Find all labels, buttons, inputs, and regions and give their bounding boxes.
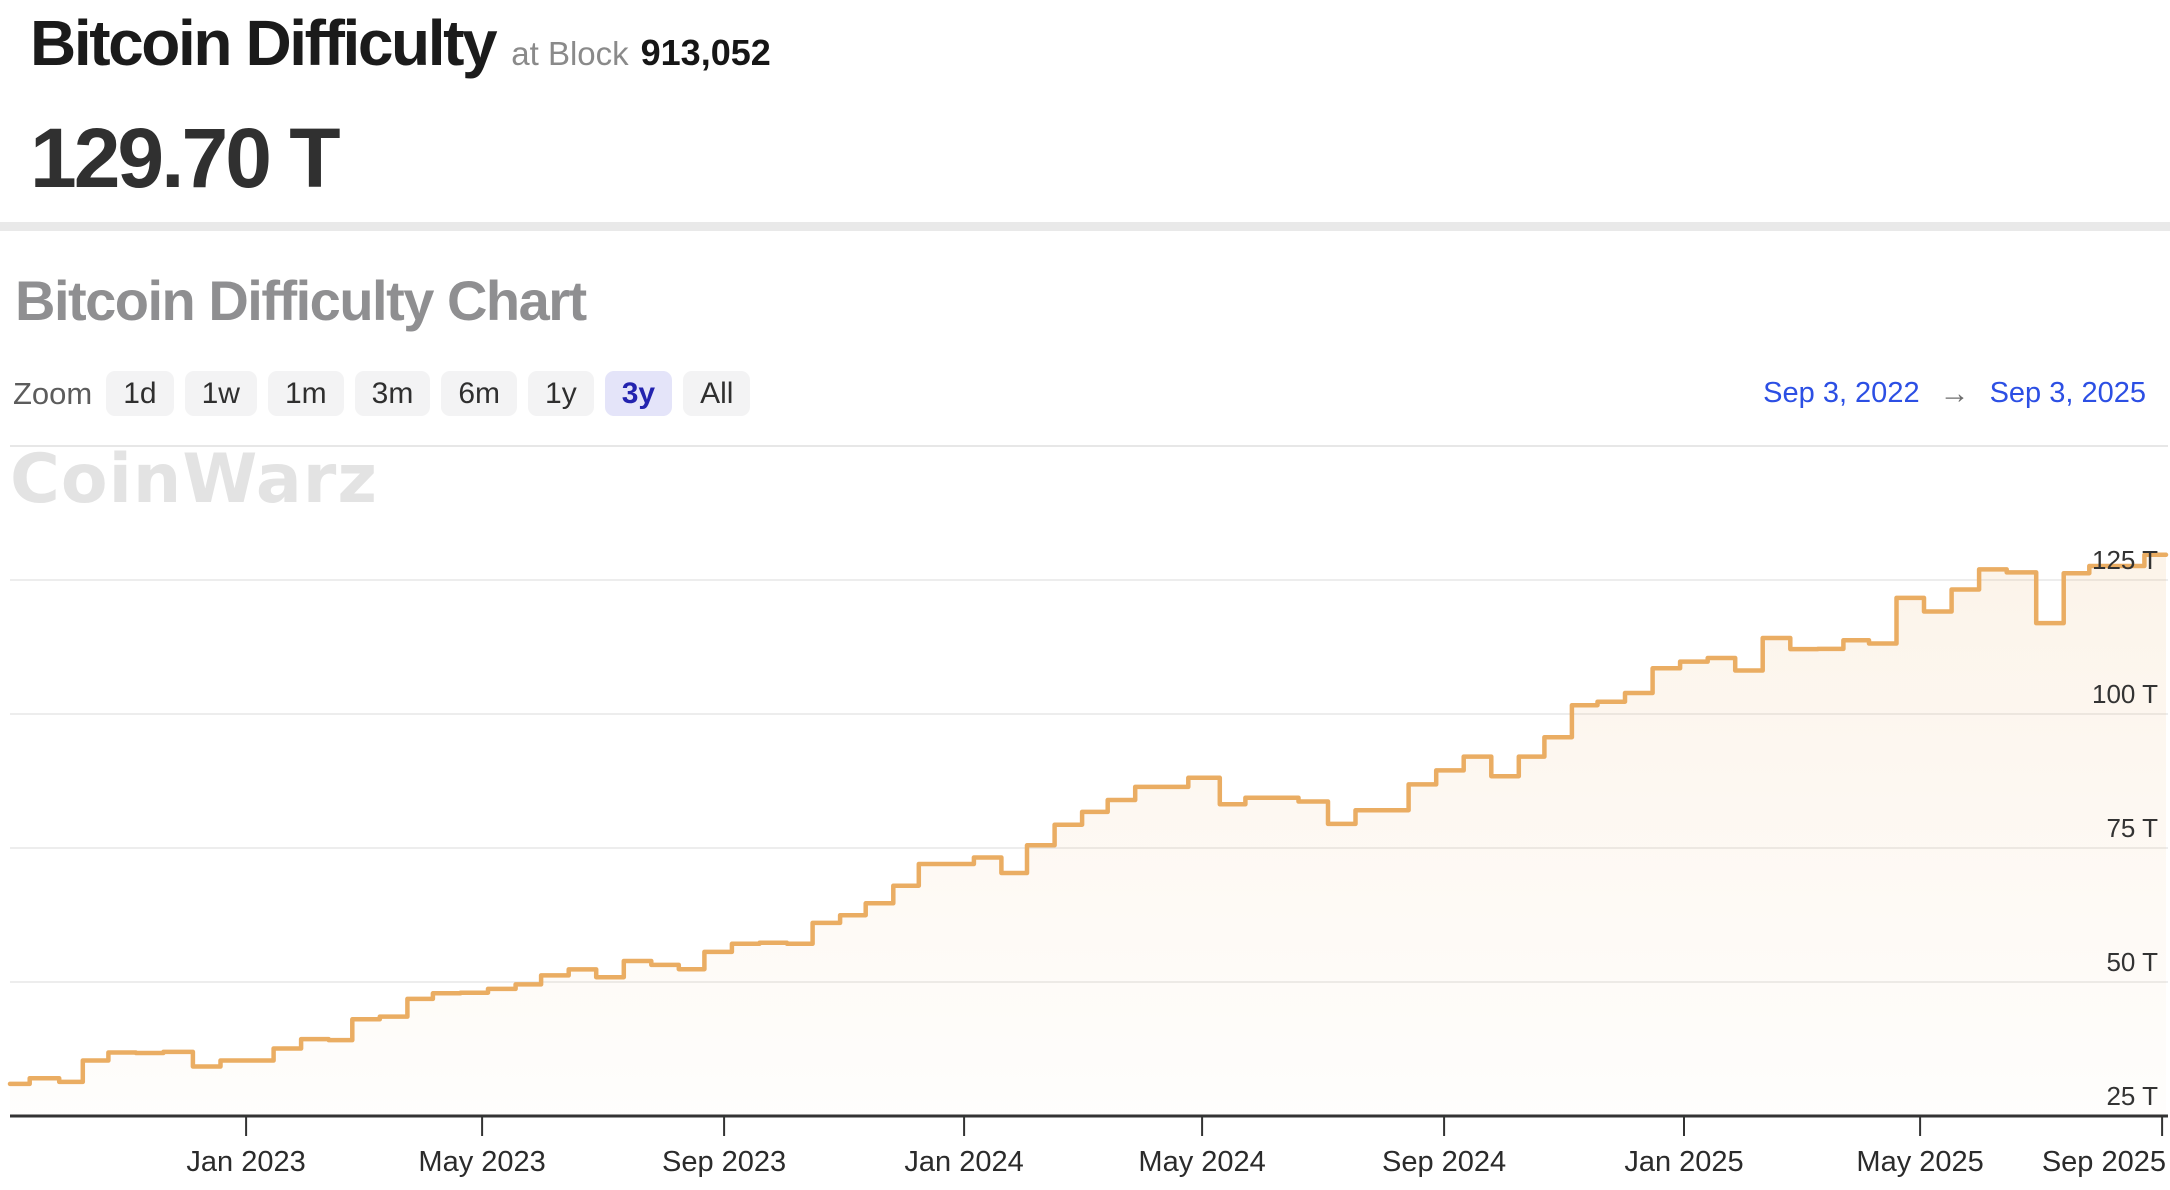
range-arrow-icon: →: [1939, 376, 1970, 410]
zoom-buttons: 1d 1w 1m 3m 6m 1y 3y All: [106, 371, 751, 416]
block-number: 913,052: [640, 32, 771, 73]
x-axis-label-may-2024: May 2024: [1138, 1146, 1265, 1178]
at-block-label: at Block: [511, 35, 629, 72]
chart-heading: Bitcoin Difficulty Chart: [15, 269, 587, 332]
page-header: Bitcoin Difficulty at Block 913,052: [30, 6, 771, 80]
zoom-label: Zoom: [13, 375, 93, 411]
range-start-date[interactable]: Sep 3, 2022: [1763, 377, 1920, 409]
x-axis-label-sep-2025: Sep 2025: [2042, 1146, 2166, 1178]
y-axis-label-25t: 25 T: [2106, 1081, 2158, 1111]
x-axis-label-sep-2023: Sep 2023: [662, 1146, 786, 1178]
zoom-button-1m[interactable]: 1m: [267, 371, 344, 416]
zoom-button-1w[interactable]: 1w: [184, 371, 257, 416]
x-axis-label-may-2023: May 2023: [418, 1146, 545, 1178]
page-title: Bitcoin Difficulty: [30, 7, 498, 79]
x-axis-label-may-2025: May 2025: [1856, 1146, 1983, 1178]
zoom-controls-row: Zoom 1d 1w 1m 3m 6m 1y 3y All: [13, 371, 751, 416]
current-difficulty-value: 129.70 T: [30, 111, 341, 205]
date-range: Sep 3, 2022 → Sep 3, 2025: [1763, 371, 2146, 416]
y-axis-label-50t: 50 T: [2106, 947, 2158, 977]
coinwarz-watermark-logo: CoinWarz: [10, 440, 378, 519]
x-axis-label-jan-2024: Jan 2024: [904, 1146, 1023, 1178]
difficulty-area-fill: [10, 554, 2166, 1116]
x-axis-label-jan-2023: Jan 2023: [186, 1146, 305, 1178]
zoom-button-3y[interactable]: 3y: [604, 371, 673, 416]
zoom-button-6m[interactable]: 6m: [441, 371, 518, 416]
y-axis-label-100t: 100 T: [2092, 679, 2158, 709]
plot-area[interactable]: [10, 446, 2166, 1116]
zoom-button-all[interactable]: All: [683, 371, 751, 416]
y-axis-label-75t: 75 T: [2106, 813, 2158, 843]
difficulty-step-line: [7, 552, 2169, 1087]
zoom-button-1y[interactable]: 1y: [528, 371, 594, 416]
y-axis-label-125t: 125 T: [2092, 545, 2158, 575]
zoom-button-1d[interactable]: 1d: [106, 371, 174, 416]
x-axis-label-sep-2024: Sep 2024: [1382, 1146, 1506, 1178]
zoom-button-3m[interactable]: 3m: [354, 371, 431, 416]
x-axis-label-jan-2025: Jan 2025: [1624, 1146, 1743, 1178]
range-end-date[interactable]: Sep 3, 2025: [1989, 377, 2146, 409]
section-divider: [0, 222, 2170, 231]
